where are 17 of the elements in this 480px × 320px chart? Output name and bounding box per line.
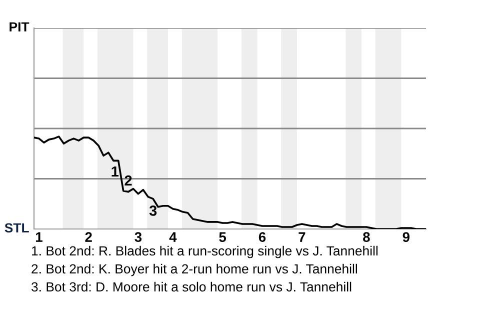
annotation: 3 (149, 206, 157, 216)
x-tick-label: 8 (363, 232, 370, 242)
text: PIT (10, 22, 30, 32)
x-tick-label: 9 (402, 232, 410, 242)
text: 3. Bot 3rd: D. Moore hit a solo home run vs J. Tannehill (32, 282, 352, 292)
x-tick-label: 5 (219, 232, 226, 242)
x-tick-label: 1 (36, 232, 42, 242)
text: 1. Bot 2nd: R. Blades hit a run-scoring single vs J. Tannehill (32, 246, 378, 258)
x-tick-label: 2 (85, 232, 92, 242)
text: STL (4, 223, 29, 233)
x-tick-label: 6 (258, 232, 266, 242)
text: 2. Bot 2nd: K. Boyer hit a 2-run home run vs J. Tannehill (32, 264, 357, 276)
annotation: 1 (112, 166, 119, 176)
x-tick-label: 4 (169, 232, 177, 242)
x-tick-label: 3 (134, 232, 142, 242)
x-tick-label: 7 (298, 232, 306, 242)
annotation: 2 (124, 175, 132, 186)
